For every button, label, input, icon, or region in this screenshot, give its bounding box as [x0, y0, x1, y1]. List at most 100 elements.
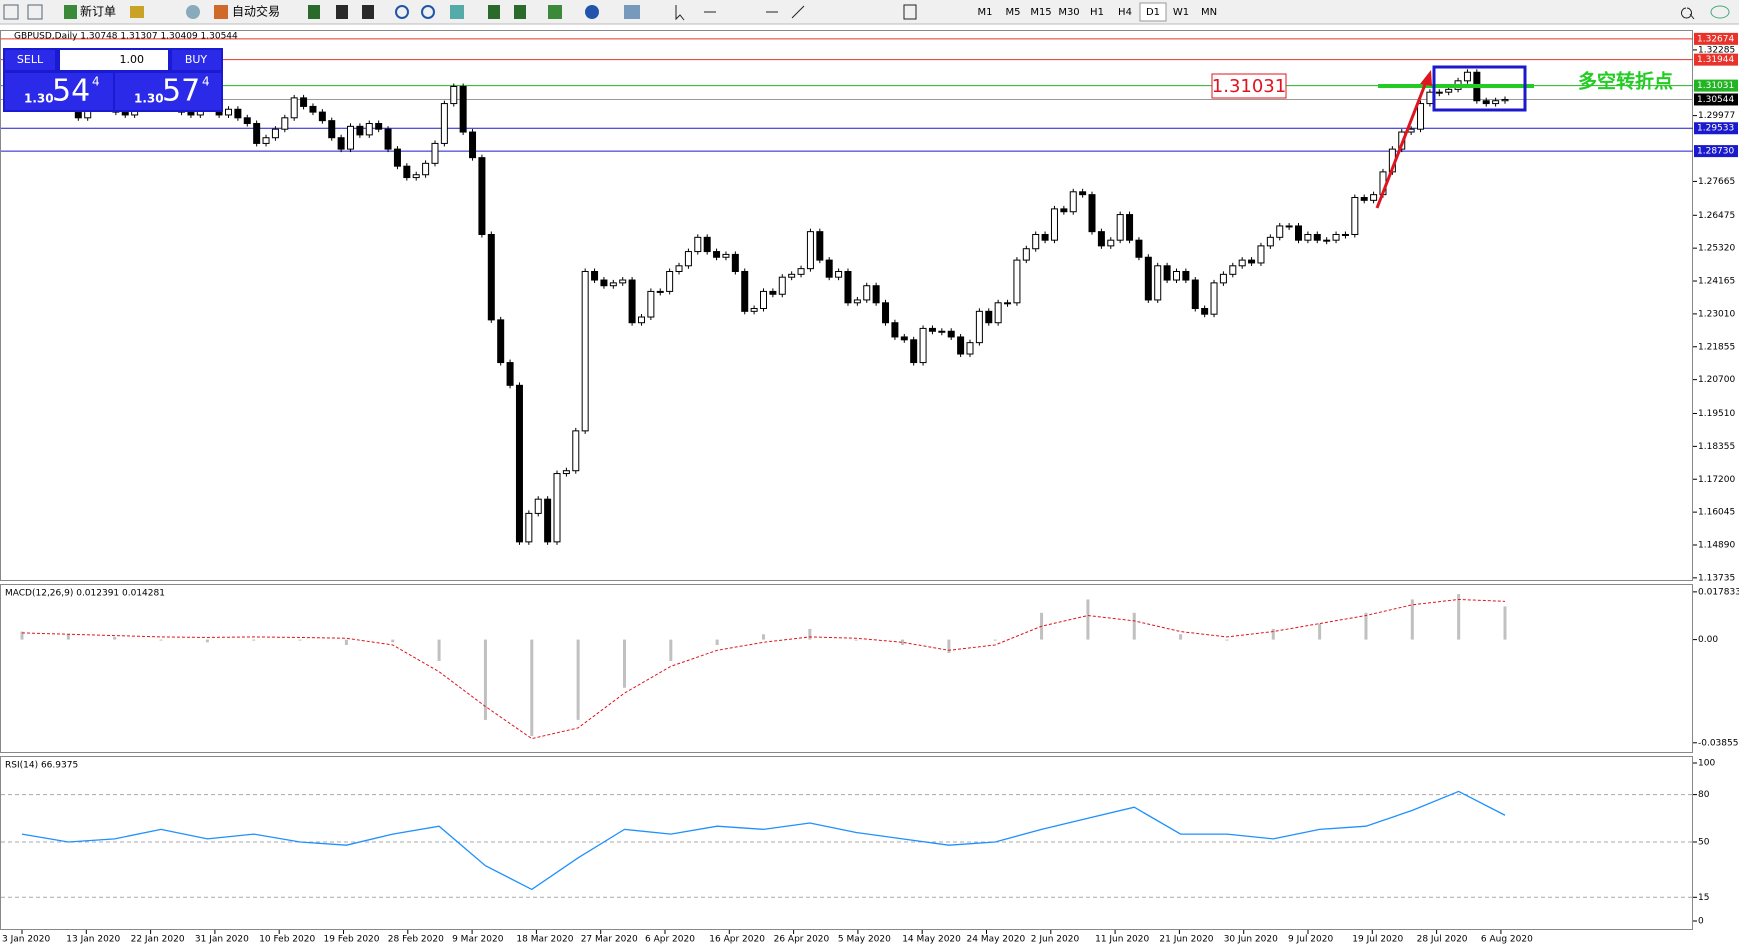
sell-button[interactable]	[5, 50, 55, 70]
icon[interactable]	[791, 5, 805, 19]
level-tag	[1694, 32, 1738, 45]
candle	[431, 142, 439, 164]
icon[interactable]	[308, 5, 320, 19]
level-tag-label: 1.29533	[1697, 124, 1734, 134]
timeframe[interactable]: M30	[1058, 7, 1079, 18]
buy-label[interactable]: BUY	[185, 53, 208, 66]
level-tag	[1694, 145, 1738, 158]
candle	[600, 279, 608, 287]
price-panel	[0, 30, 1693, 581]
icon[interactable]	[488, 5, 500, 19]
timeframe[interactable]: M15	[1030, 7, 1051, 18]
candle	[450, 85, 458, 105]
icon[interactable]	[1710, 5, 1730, 19]
icon[interactable]	[214, 5, 228, 19]
sell-label[interactable]: SELL	[17, 53, 44, 66]
candle	[1360, 196, 1368, 201]
histogram-bar	[1225, 639, 1229, 641]
candle	[187, 111, 195, 116]
candle	[1041, 233, 1049, 241]
new-order-button[interactable]: 新订单	[80, 4, 116, 19]
auto-trade-button[interactable]: 自动交易	[232, 4, 280, 19]
candle	[328, 120, 336, 139]
x-tick-label: 19 Feb 2020	[324, 935, 380, 945]
candle	[1172, 270, 1180, 281]
candle	[281, 117, 289, 130]
lot-box[interactable]	[60, 50, 168, 70]
buy-button[interactable]	[172, 50, 221, 70]
histogram-bar	[854, 639, 858, 641]
icon[interactable]	[675, 5, 685, 21]
histogram-bar	[669, 639, 673, 662]
icon[interactable]	[1681, 7, 1695, 20]
icon[interactable]	[548, 5, 562, 19]
candle	[703, 236, 711, 253]
candle	[1032, 233, 1040, 250]
level-tag-label: 1.28730	[1697, 147, 1734, 157]
candle	[1210, 282, 1218, 315]
x-tick-label: 31 Jan 2020	[195, 935, 249, 945]
icon[interactable]	[130, 6, 144, 18]
x-tick-label: 21 Jun 2020	[1159, 935, 1213, 945]
histogram-bar	[1457, 594, 1461, 640]
x-tick-label: 3 Jan 2020	[2, 935, 50, 945]
timeframe[interactable]: MN	[1201, 7, 1217, 18]
candle	[694, 236, 702, 253]
icon[interactable]	[186, 5, 200, 19]
histogram-bar	[66, 634, 70, 640]
candle	[1323, 239, 1331, 242]
candle	[1463, 71, 1471, 82]
x-tick-label: 14 May 2020	[902, 935, 961, 945]
candle	[1266, 236, 1274, 247]
icon[interactable]	[395, 5, 409, 19]
candle	[1257, 245, 1265, 264]
candle	[619, 279, 627, 284]
macd-panel	[0, 584, 1693, 753]
timeframe[interactable]: M5	[1006, 7, 1021, 18]
candle	[1492, 100, 1500, 105]
candle	[234, 108, 242, 119]
level-tag	[1694, 122, 1738, 135]
histogram-bar	[437, 639, 441, 662]
turn-label: 多空转折点	[1578, 70, 1673, 93]
histogram-bar	[20, 631, 24, 640]
histogram-bar	[622, 639, 626, 688]
candle	[882, 302, 890, 324]
icon[interactable]	[624, 5, 640, 19]
candle	[713, 251, 721, 258]
candle	[290, 97, 298, 119]
candle	[515, 384, 523, 543]
y-tick-label: 0.00	[1698, 635, 1718, 645]
candle	[985, 310, 993, 324]
icon[interactable]	[585, 5, 599, 19]
sell-price[interactable]	[5, 73, 113, 110]
y-tick-label: 1.17200	[1698, 475, 1735, 485]
icon[interactable]	[514, 5, 526, 19]
timeframe[interactable]: D1	[1146, 7, 1160, 18]
y-tick-label: 1.27665	[1698, 177, 1735, 187]
icon[interactable]	[64, 5, 77, 19]
candle	[778, 276, 786, 295]
timeframe[interactable]: M1	[978, 7, 993, 18]
y-tick-label: 1.25320	[1698, 244, 1735, 254]
icon[interactable]	[903, 4, 917, 20]
candle	[1126, 214, 1134, 241]
icon[interactable]	[421, 5, 435, 19]
candle	[1163, 265, 1171, 281]
timeframe[interactable]: H4	[1118, 7, 1132, 18]
candle	[1426, 91, 1434, 105]
icon[interactable]	[450, 5, 464, 19]
icon[interactable]	[336, 5, 348, 19]
icon[interactable]	[362, 5, 374, 19]
candle	[1201, 307, 1209, 315]
candle	[872, 285, 880, 304]
lot-value[interactable]: 1.00	[120, 53, 145, 66]
candle	[478, 157, 486, 235]
timeframe[interactable]: W1	[1173, 7, 1189, 18]
candle	[816, 231, 824, 261]
candle	[1445, 88, 1453, 93]
histogram-bar	[901, 639, 905, 645]
buy-price[interactable]	[115, 73, 221, 110]
timeframe[interactable]: H1	[1090, 7, 1104, 18]
